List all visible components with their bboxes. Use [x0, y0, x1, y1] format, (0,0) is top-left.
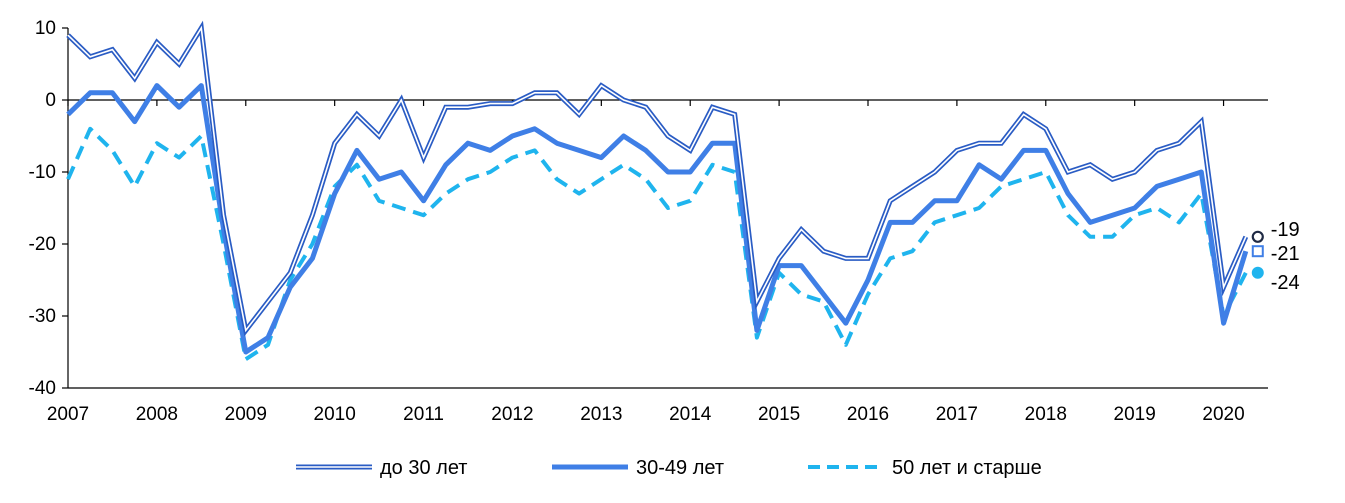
legend-label: до 30 лет [380, 457, 467, 479]
legend-label: 50 лет и старше [892, 457, 1042, 479]
end-marker-50-plus [1251, 266, 1264, 279]
series-50-plus-line [66, 126, 1248, 362]
y-tick-label: -10 [29, 162, 56, 183]
legend-item: 50 лет и старше [808, 457, 1042, 479]
y-tick-label: -20 [29, 234, 56, 255]
x-tick-label: 2015 [758, 404, 800, 425]
x-tick-label: 2012 [491, 404, 533, 425]
chart-axes [62, 27, 1268, 389]
series-under-30-line-inner [67, 25, 1247, 333]
end-value-label: -24 [1271, 272, 1300, 294]
x-tick-label: 2010 [314, 404, 356, 425]
tick-labels: 10 0 -10 -20 -30 -40 2007 2008 2009 2010 2011 2012 2… [29, 18, 1245, 425]
x-tick-label: 2011 [403, 404, 444, 425]
x-tick-label: 2014 [669, 404, 712, 425]
legend-item: до 30 лет [296, 457, 467, 479]
y-tick-label: 0 [45, 90, 56, 111]
end-value-label: -19 [1271, 219, 1300, 241]
series-under-30-line-outer [66, 20, 1249, 337]
y-tick-label: -40 [29, 378, 56, 399]
x-tick-label: 2013 [580, 404, 622, 425]
x-tick-label: 2008 [136, 404, 178, 425]
legend-label: 30-49 лет [636, 457, 724, 479]
x-tick-label: 2018 [1025, 404, 1067, 425]
x-tick-label: 2019 [1114, 404, 1156, 425]
y-tick-label: -30 [29, 306, 56, 327]
x-tick-label: 2020 [1202, 404, 1244, 425]
x-tick-label: 2007 [47, 404, 89, 425]
chart-legend: до 30 лет 30-49 лет 50 лет и старше [296, 457, 1042, 479]
y-tick-label: 10 [35, 18, 56, 39]
end-labels: -19-21 -24 [1251, 219, 1300, 294]
end-marker-30-49 [1251, 245, 1264, 258]
x-tick-label: 2009 [225, 404, 267, 425]
x-tick-label: 2017 [936, 404, 978, 425]
x-tick-label: 2016 [847, 404, 889, 425]
end-value-label: -21 [1271, 243, 1300, 265]
legend-item: 30-49 лет [552, 457, 724, 479]
end-marker-under-30 [1251, 230, 1264, 243]
chart-series [66, 20, 1249, 362]
series-30-49-line [66, 83, 1249, 355]
